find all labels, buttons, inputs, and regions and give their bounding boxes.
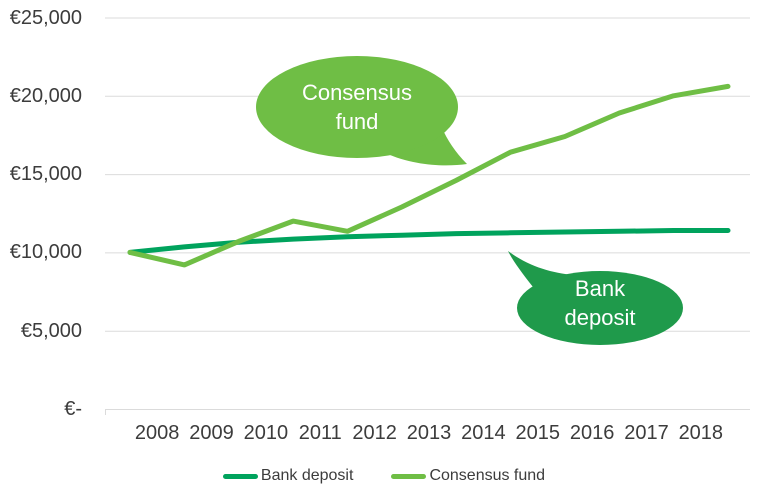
legend-swatch-bank-deposit-icon — [222, 473, 258, 479]
x-axis-tick-label: 2017 — [624, 422, 669, 444]
legend: Bank deposit Consensus fund — [0, 463, 768, 489]
legend-item-bank-deposit: Bank deposit — [222, 467, 354, 485]
legend-label-consensus-fund: Consensus fund — [429, 467, 546, 484]
y-axis-tick-label: €5,000 — [20, 319, 82, 342]
series-lines — [127, 83, 731, 268]
bank-deposit-callout-bubble — [517, 271, 683, 345]
x-axis-tick-label: 2018 — [678, 422, 724, 444]
x-axis-tick-label: 2011 — [298, 422, 342, 444]
consensus-fund-callout-label: Consensus fund — [301, 80, 413, 134]
consensus-fund-line — [127, 83, 731, 268]
x-axis-tick-label: 2010 — [243, 422, 289, 444]
x-axis-tick-label: 2012 — [352, 422, 397, 444]
y-axis-tick-label: €25,000 — [9, 6, 82, 29]
x-axis-tick-label: 2016 — [569, 422, 615, 444]
y-axis-tick-label: €15,000 — [9, 163, 82, 186]
x-axis-tick-label: 2013 — [406, 422, 452, 444]
y-axis-tick-label: €10,000 — [9, 241, 82, 264]
bank-deposit-callout-label: Bank deposit — [564, 276, 636, 330]
x-axis-labels: 2008 2009 2010 2011 2012 2013 2014 2015 2016 2017… — [0, 421, 768, 447]
x-axis-tick-label: 2008 — [134, 422, 180, 444]
consensus-fund-callout-bubble — [256, 56, 458, 158]
legend-label-bank-deposit: Bank deposit — [260, 467, 354, 484]
bank-deposit-callout — [508, 251, 683, 345]
x-axis-tick-label: 2015 — [515, 422, 560, 444]
legend-item-consensus-fund: Consensus fund — [391, 467, 545, 485]
legend-swatch-consensus-fund-icon — [391, 473, 427, 479]
y-axis-tick-label: €20,000 — [9, 84, 82, 107]
consensus-fund-callout — [256, 56, 467, 166]
y-axis-tick-label: €- — [64, 398, 82, 420]
x-axis-tick-label: 2014 — [461, 422, 506, 444]
x-axis-tick-label: 2009 — [189, 422, 234, 444]
